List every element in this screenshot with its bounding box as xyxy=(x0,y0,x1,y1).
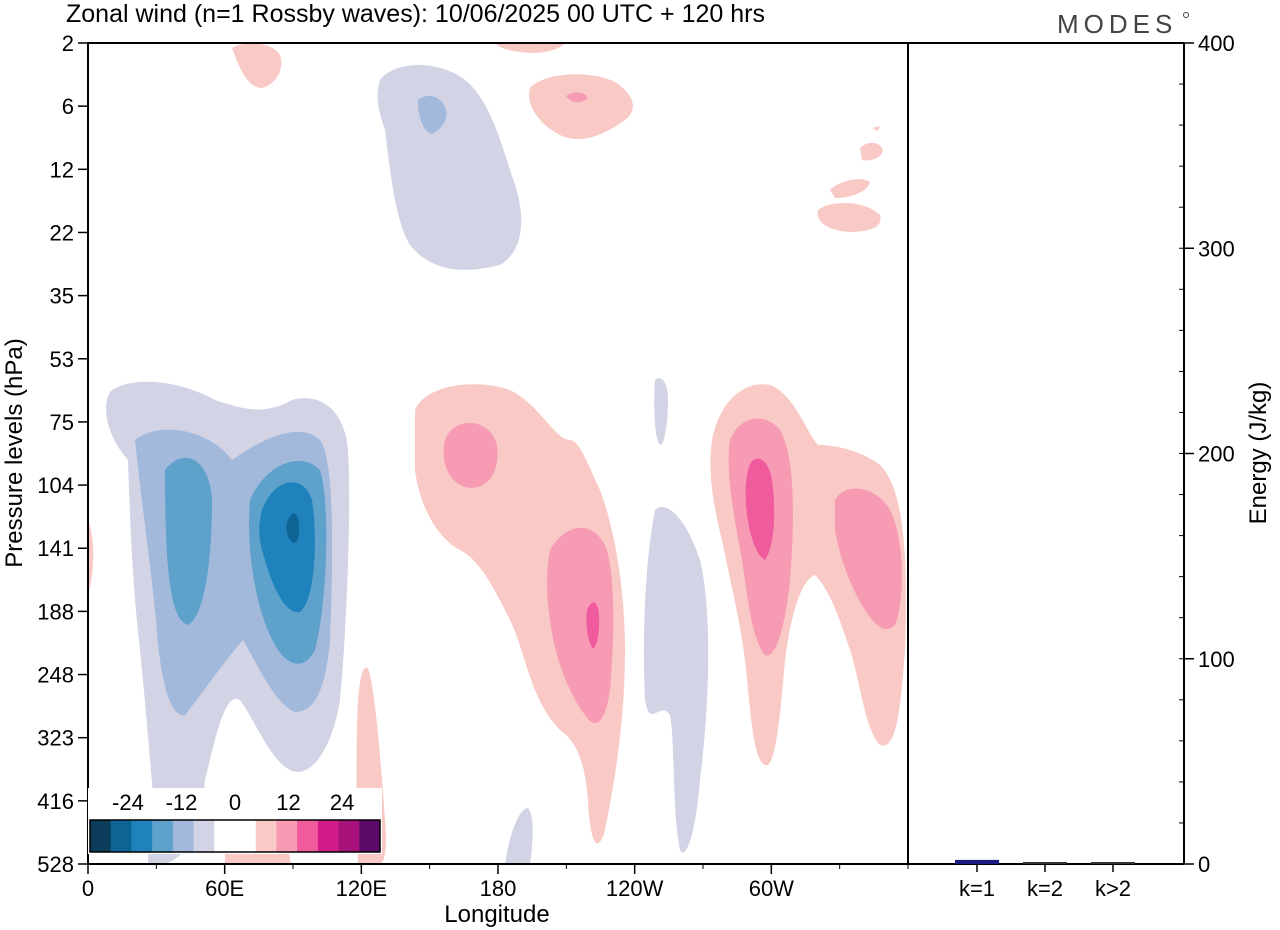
contour-pos-a2 xyxy=(586,602,600,649)
colorbar-swatch xyxy=(317,820,340,852)
y-axis-label: Pressure levels (hPa) xyxy=(1,338,28,567)
contour-pos-top2 xyxy=(495,43,565,53)
colorbar-frame xyxy=(89,819,381,853)
y-tick-label: 6 xyxy=(62,94,74,119)
contour-neg-low xyxy=(505,808,533,864)
colorbar-swatch xyxy=(255,820,277,852)
energy-tick-label: 100 xyxy=(1198,647,1235,672)
colorbar-swatch xyxy=(359,820,381,852)
energy-category-labels: k=1 k=2 k>2 xyxy=(959,864,1131,901)
energy-category-label: k=1 xyxy=(959,876,995,901)
y-tick-label: 188 xyxy=(37,599,74,624)
energy-bar xyxy=(1023,862,1067,864)
colorbar-swatch xyxy=(276,820,298,852)
energy-category-label: k>2 xyxy=(1095,876,1131,901)
colorbar-swatch xyxy=(214,820,236,852)
energy-tick-label: 0 xyxy=(1198,852,1210,877)
contour-pos-top4 xyxy=(860,142,883,161)
colorbar-tick-labels: -24 -12 0 12 24 xyxy=(112,790,354,815)
contour-pos-top3b xyxy=(566,92,588,103)
contour-neg-4 xyxy=(286,513,300,543)
colorbar-swatch xyxy=(235,820,257,852)
contour-pos-top1 xyxy=(232,43,282,88)
y-tick-label: 248 xyxy=(37,663,74,688)
energy-tick-label: 400 xyxy=(1198,31,1235,56)
y-tick-label: 104 xyxy=(37,473,74,498)
contour-pos-top6 xyxy=(817,203,881,232)
pressure-axis: 2 6 12 22 35 53 75 104 141 188 248 323 416 528 xyxy=(37,31,88,877)
x-tick-label: 60E xyxy=(205,876,244,901)
energy-tick-label: 300 xyxy=(1198,236,1235,261)
colorbar-tick-label: 0 xyxy=(229,790,241,815)
y-tick-label: 35 xyxy=(50,284,74,309)
colorbar-tick-label: 12 xyxy=(276,790,300,815)
y-tick-label: 416 xyxy=(37,789,74,814)
colorbar-tick-label: -12 xyxy=(166,790,198,815)
x-tick-label: 0 xyxy=(82,876,94,901)
colorbar-tick-label: -24 xyxy=(112,790,144,815)
x-axis-label: Longitude xyxy=(444,901,549,928)
energy-panel: k=1 k=2 k>2 0 100 200 300 400 Energy (J/kg) xyxy=(908,31,1272,901)
energy-bars xyxy=(955,859,1135,864)
contour-pos-d xyxy=(835,488,902,630)
contour-pos-c2 xyxy=(745,458,775,560)
contour-pos-left xyxy=(88,520,94,595)
y-tick-label: 53 xyxy=(50,347,74,372)
colorbar-swatch xyxy=(338,820,360,852)
x-tick-label: 120E xyxy=(336,876,387,901)
colorbar xyxy=(88,788,382,854)
contour-neg-mid xyxy=(654,378,668,445)
y-tick-label: 22 xyxy=(50,220,74,245)
y-tick-label: 12 xyxy=(50,157,74,182)
y-tick-label: 141 xyxy=(37,536,74,561)
colorbar-swatch xyxy=(90,820,112,852)
colorbar-swatch xyxy=(297,820,319,852)
longitude-axis: 0 60E 120E 180 120W 60W xyxy=(82,864,909,901)
colorbar-swatch xyxy=(131,820,153,852)
contour-pos-b xyxy=(443,422,498,488)
contour-neg-3 xyxy=(259,482,315,613)
contour-pos-a1 xyxy=(547,527,614,723)
energy-axis-label: Energy (J/kg) xyxy=(1245,382,1272,525)
colorbar-swatch xyxy=(152,820,174,852)
x-tick-label: 60W xyxy=(749,876,794,901)
energy-category-label: k=2 xyxy=(1027,876,1063,901)
logo-mark-icon xyxy=(1183,12,1189,18)
chart-title: Zonal wind (n=1 Rossby waves): 10/06/202… xyxy=(66,0,765,28)
contour-neg-2 xyxy=(165,457,212,625)
energy-axis: 0 100 200 300 400 xyxy=(1179,31,1235,877)
modes-logo: MODES xyxy=(1057,9,1177,39)
energy-bar xyxy=(1091,862,1135,864)
energy-bar xyxy=(955,859,999,864)
contour-neg-upper xyxy=(377,65,522,270)
contour-pos-top5 xyxy=(830,179,870,198)
colorbar-tick-label: 24 xyxy=(330,790,354,815)
y-tick-label: 528 xyxy=(37,852,74,877)
x-tick-label: 180 xyxy=(480,876,517,901)
energy-tick-label: 200 xyxy=(1198,442,1235,467)
x-tick-label: 120W xyxy=(606,876,664,901)
contour-panel: -24 -12 0 12 24 2 6 12 22 35 53 75 104 141 188 248 323 4… xyxy=(1,31,909,928)
contour-pos-top3 xyxy=(529,74,633,140)
contour-pos-a xyxy=(415,384,625,844)
y-tick-label: 323 xyxy=(37,726,74,751)
contour-pos-top7 xyxy=(872,126,880,131)
contour-neg-upper-1 xyxy=(418,95,447,134)
colorbar-swatch xyxy=(172,820,195,852)
contour-field xyxy=(88,43,908,864)
y-tick-label: 2 xyxy=(62,31,74,56)
colorbar-swatch xyxy=(193,820,215,852)
contour-neg-mid2 xyxy=(643,507,709,853)
y-tick-label: 75 xyxy=(50,410,74,435)
colorbar-swatch xyxy=(110,820,132,852)
